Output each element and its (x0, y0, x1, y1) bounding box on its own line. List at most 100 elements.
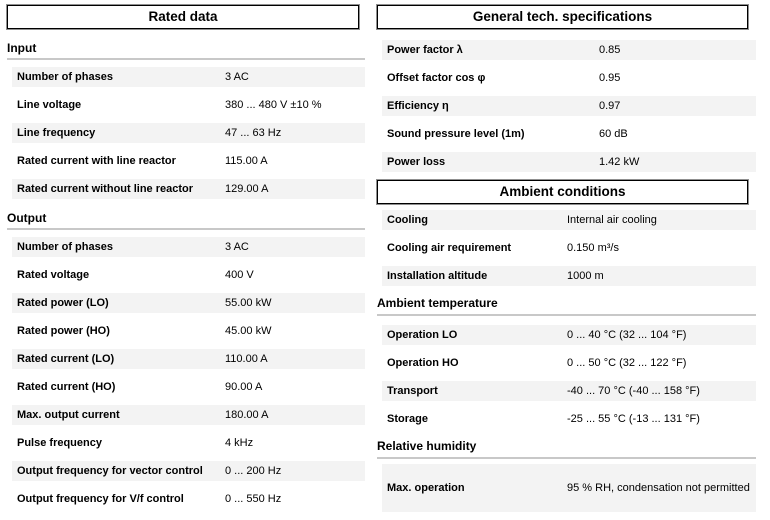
spec-row: Power factor λ 0.85 (382, 40, 756, 60)
spec-value: 4 kHz (225, 437, 254, 449)
input-section-heading: Input (7, 41, 365, 60)
spec-value: 47 ... 63 Hz (225, 127, 282, 139)
relative-humidity-heading: Relative humidity (377, 439, 756, 459)
spec-row: Operation LO 0 ... 40 °C (32 ... 104 °F) (382, 325, 756, 345)
spec-value: 0.150 m³/s (567, 242, 619, 254)
spec-value: 0 ... 50 °C (32 ... 122 °F) (567, 357, 687, 369)
spec-row: Power loss 1.42 kW (382, 152, 756, 172)
spec-label: Operation HO (387, 357, 459, 369)
spec-label: Pulse frequency (17, 437, 102, 449)
spec-label: Transport (387, 385, 438, 397)
spec-value: 90.00 A (225, 381, 263, 393)
spec-row: Storage -25 ... 55 °C (-13 ... 131 °F) (382, 409, 756, 429)
spec-row: Rated current (LO) 110.00 A (12, 349, 365, 369)
rated-data-panel: Rated data Input Number of phases 3 AC Lin… (6, 4, 365, 517)
spec-value: 0 ... 40 °C (32 ... 104 °F) (567, 329, 687, 341)
spec-label: Rated current with line reactor (17, 155, 176, 167)
spec-row: Max. operation 95 % RH, condensation not … (382, 464, 756, 512)
ambient-conditions-header: Ambient conditions (376, 179, 749, 205)
rated-data-header: Rated data (6, 4, 360, 30)
spec-value: -40 ... 70 °C (-40 ... 158 °F) (567, 385, 700, 397)
spec-row: Pulse frequency 4 kHz (12, 433, 365, 453)
spec-label: Output frequency for V/f control (17, 493, 184, 505)
spec-label: Line frequency (17, 127, 96, 139)
ambient-conditions-rows: Cooling Internal air cooling Cooling air r… (382, 210, 756, 286)
spec-value: 60 dB (599, 128, 628, 140)
spec-label: Rated current without line reactor (17, 183, 194, 195)
ambient-temperature-heading: Ambient temperature (377, 296, 756, 316)
spec-row: Rated current (HO) 90.00 A (12, 377, 365, 397)
spec-label: Operation LO (387, 329, 458, 341)
spec-value: 0.95 (599, 72, 621, 84)
spec-value: 110.00 A (225, 353, 268, 365)
spec-label: Cooling (387, 214, 428, 226)
spec-row: Output frequency for V/f control 0 ... 55… (12, 489, 365, 509)
spec-value: 55.00 kW (225, 297, 272, 309)
spec-label: Installation altitude (387, 270, 488, 282)
spec-value: 400 V (225, 269, 254, 281)
spec-value: 129.00 A (225, 183, 269, 195)
spec-row: Number of phases 3 AC (12, 237, 365, 257)
spec-value: 0.97 (599, 100, 621, 112)
spec-row: Line voltage 380 ... 480 V ±10 % (12, 95, 365, 115)
spec-row: Cooling air requirement 0.150 m³/s (382, 238, 756, 258)
spec-row: Installation altitude 1000 m (382, 266, 756, 286)
spec-row: Rated voltage 400 V (12, 265, 365, 285)
spec-value: 95 % RH, condensation not permitted (567, 482, 750, 494)
spec-label: Storage (387, 413, 428, 425)
spec-row: Number of phases 3 AC (12, 67, 365, 87)
spec-label: Output frequency for vector control (17, 465, 203, 477)
spec-label: Max. operation (387, 482, 465, 494)
spec-label: Power factor λ (387, 44, 463, 56)
spec-label: Rated voltage (17, 269, 90, 281)
spec-row: Efficiency η 0.97 (382, 96, 756, 116)
spec-row: Rated power (LO) 55.00 kW (12, 293, 365, 313)
spec-row: Max. output current 180.00 A (12, 405, 365, 425)
spec-label: Rated power (LO) (17, 297, 109, 309)
spec-value: -25 ... 55 °C (-13 ... 131 °F) (567, 413, 700, 425)
general-specs-header: General tech. specifications (376, 4, 749, 30)
spec-label: Rated current (LO) (17, 353, 115, 365)
spec-label: Line voltage (17, 99, 82, 111)
spec-row: Transport -40 ... 70 °C (-40 ... 158 °F) (382, 381, 756, 401)
output-section-heading: Output (7, 211, 365, 230)
spec-label: Sound pressure level (1m) (387, 128, 525, 140)
spec-value: 0 ... 200 Hz (225, 465, 282, 477)
spec-value: 3 AC (225, 71, 249, 83)
spec-value: 1.42 kW (599, 156, 640, 168)
spec-row: Rated current with line reactor 115.00 A (12, 151, 365, 171)
spec-row: Cooling Internal air cooling (382, 210, 756, 230)
spec-value: 1000 m (567, 270, 604, 282)
spec-value: 0 ... 550 Hz (225, 493, 282, 505)
spec-value: 180.00 A (225, 409, 269, 421)
spec-value: Internal air cooling (567, 214, 657, 226)
spec-label: Cooling air requirement (387, 242, 512, 254)
spec-value: 3 AC (225, 241, 249, 253)
spec-label: Rated current (HO) (17, 381, 116, 393)
spec-value: 45.00 kW (225, 325, 272, 337)
spec-row: Sound pressure level (1m) 60 dB (382, 124, 756, 144)
relative-humidity-rows: Max. operation 95 % RH, condensation not … (382, 464, 756, 512)
spec-row: Output frequency for vector control 0 ...… (12, 461, 365, 481)
spec-label: Power loss (387, 156, 446, 168)
spec-label: Offset factor cos φ (387, 72, 486, 84)
spec-row: Rated power (HO) 45.00 kW (12, 321, 365, 341)
specs-panel: General tech. specifications Power facto… (376, 4, 756, 520)
general-specs-rows: Power factor λ 0.85 Offset factor cos φ 0.9… (382, 40, 756, 172)
spec-value: 0.85 (599, 44, 621, 56)
spec-value: 115.00 A (225, 155, 268, 167)
spec-label: Max. output current (17, 409, 120, 421)
spec-row: Operation HO 0 ... 50 °C (32 ... 122 °F) (382, 353, 756, 373)
spec-value: 380 ... 480 V ±10 % (225, 99, 322, 111)
spec-label: Number of phases (17, 241, 113, 253)
spec-label: Efficiency η (387, 100, 449, 112)
input-rows: Number of phases 3 AC Line voltage 380 ... … (12, 67, 365, 199)
spec-row: Line frequency 47 ... 63 Hz (12, 123, 365, 143)
ambient-temperature-rows: Operation LO 0 ... 40 °C (32 ... 104 °F) O… (382, 325, 756, 429)
spec-row: Rated current without line reactor 129.00… (12, 179, 365, 199)
spec-row: Offset factor cos φ 0.95 (382, 68, 756, 88)
output-rows: Number of phases 3 AC Rated voltage 400 V Ra… (12, 237, 365, 509)
spec-label: Rated power (HO) (17, 325, 110, 337)
spec-label: Number of phases (17, 71, 113, 83)
